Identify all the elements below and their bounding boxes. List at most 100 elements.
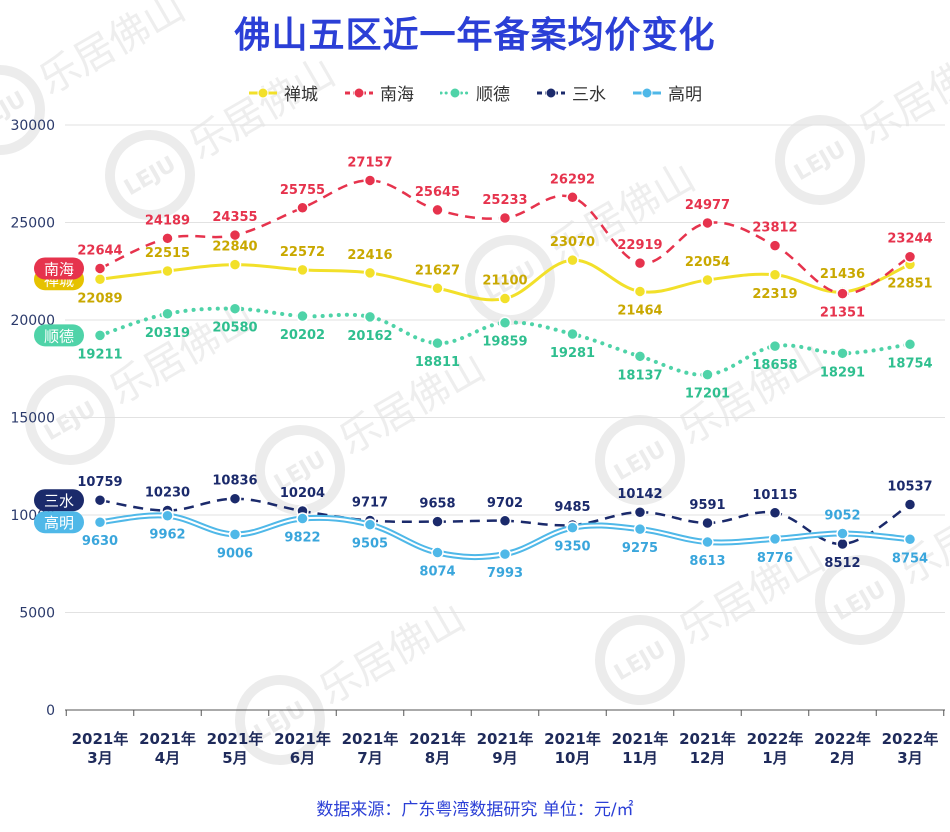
x-tick-label: 2021年 9月 <box>477 730 534 767</box>
svg-text:南海: 南海 <box>44 260 74 278</box>
data-point <box>296 263 309 277</box>
series-tag: 高明 <box>34 511 84 534</box>
data-labels: 22089 22515 22840 22572 22416 21627 21100 23070… <box>77 155 932 581</box>
data-point <box>228 492 242 505</box>
chart-title: 佛山五区近一年备案均价变化 <box>234 15 716 56</box>
data-point <box>768 239 782 252</box>
data-label: 18291 <box>820 365 865 380</box>
data-label: 18811 <box>415 355 460 370</box>
data-label: 20202 <box>280 328 325 343</box>
data-point <box>431 203 444 217</box>
y-tick-label: 30000 <box>10 118 55 134</box>
watermark: LEJU乐居佛山LEJU乐居佛山LEJU乐居佛山LEJU乐居佛山LEJU乐居佛山… <box>0 0 950 765</box>
data-point <box>431 515 444 528</box>
data-label: 22054 <box>685 255 730 270</box>
legend-label: 南海 <box>380 85 414 105</box>
data-point <box>228 228 242 242</box>
data-point <box>228 258 242 271</box>
data-point <box>498 514 512 528</box>
y-tick-label: 5000 <box>19 606 55 622</box>
data-point <box>296 201 309 215</box>
data-point <box>93 273 107 286</box>
legend-label: 高明 <box>668 85 702 105</box>
y-tick-label: 0 <box>46 703 55 719</box>
data-label: 23244 <box>887 232 932 247</box>
x-tick-label: 2021年 4月 <box>139 730 196 767</box>
data-label: 10759 <box>77 475 122 490</box>
data-label: 10142 <box>617 487 662 502</box>
data-point <box>903 533 917 546</box>
data-label: 8754 <box>892 551 928 566</box>
legend-item: 三水 <box>536 80 606 105</box>
svg-text:LEJU: LEJU <box>610 637 670 686</box>
data-label: 9630 <box>82 534 118 549</box>
data-label: 21464 <box>617 303 662 318</box>
data-label: 9052 <box>824 508 860 523</box>
data-label: 9275 <box>622 541 658 556</box>
data-label: 8776 <box>757 551 793 566</box>
data-label: 8074 <box>419 565 455 580</box>
data-label: 17201 <box>685 387 730 402</box>
x-tick-label: 2021年 12月 <box>679 730 736 767</box>
legend-item: 高明 <box>632 80 702 105</box>
data-label: 8613 <box>689 554 725 569</box>
data-point <box>228 528 242 541</box>
data-label: 24355 <box>212 210 257 225</box>
x-tick-label: 2021年 3月 <box>72 730 129 767</box>
data-label: 24189 <box>145 213 190 228</box>
data-point <box>633 350 647 363</box>
data-label: 19281 <box>550 346 595 361</box>
data-label: 9006 <box>217 546 253 561</box>
data-label: 20580 <box>212 321 257 336</box>
data-label: 21436 <box>820 267 865 282</box>
legend-swatch <box>440 87 470 98</box>
data-point <box>701 516 714 530</box>
series-4 <box>93 492 917 551</box>
data-point <box>363 310 377 324</box>
data-point <box>633 505 647 519</box>
svg-text:乐居佛山: 乐居佛山 <box>181 49 343 169</box>
data-label: 18137 <box>617 368 662 383</box>
svg-text:三水: 三水 <box>44 492 74 510</box>
data-label: 21351 <box>820 306 865 321</box>
series-3 <box>93 302 917 381</box>
data-label: 22851 <box>887 276 932 291</box>
x-tick-label: 2022年 3月 <box>882 730 939 767</box>
series-5 <box>93 509 917 561</box>
data-point <box>363 266 377 280</box>
data-point <box>431 336 444 350</box>
data-point <box>701 368 714 381</box>
svg-text:LEJU: LEJU <box>790 137 850 186</box>
data-label: 18658 <box>752 358 797 373</box>
data-point <box>228 302 242 315</box>
data-label: 10537 <box>887 480 932 495</box>
data-point <box>498 292 512 305</box>
data-point <box>431 546 444 559</box>
data-point <box>633 285 647 298</box>
svg-text:LEJU: LEJU <box>610 437 670 486</box>
data-label: 18754 <box>887 356 932 371</box>
data-point <box>93 329 107 342</box>
data-point <box>903 338 917 351</box>
x-tick-label: 2021年 11月 <box>612 730 669 767</box>
data-point <box>431 282 444 295</box>
svg-text:高明: 高明 <box>44 514 74 532</box>
data-point <box>633 522 647 536</box>
data-label: 9591 <box>689 498 725 513</box>
data-point <box>498 547 512 561</box>
x-tick-label: 2022年 1月 <box>747 730 804 767</box>
legend-swatch <box>537 87 565 98</box>
data-label: 21100 <box>482 274 527 289</box>
y-tick-label: 15000 <box>10 411 55 427</box>
data-point <box>566 253 579 267</box>
data-label: 23812 <box>752 221 797 236</box>
legend-swatch <box>345 87 373 98</box>
data-label: 21627 <box>415 263 460 278</box>
series-lines <box>93 174 917 561</box>
data-point <box>498 316 512 329</box>
legend-label: 三水 <box>572 85 606 105</box>
data-label: 10115 <box>752 488 797 503</box>
